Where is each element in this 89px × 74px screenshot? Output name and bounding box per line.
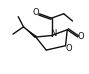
Text: O: O	[66, 44, 72, 53]
Polygon shape	[23, 27, 37, 38]
Text: O: O	[77, 32, 84, 41]
Text: O: O	[33, 8, 40, 17]
Text: N: N	[51, 29, 57, 38]
